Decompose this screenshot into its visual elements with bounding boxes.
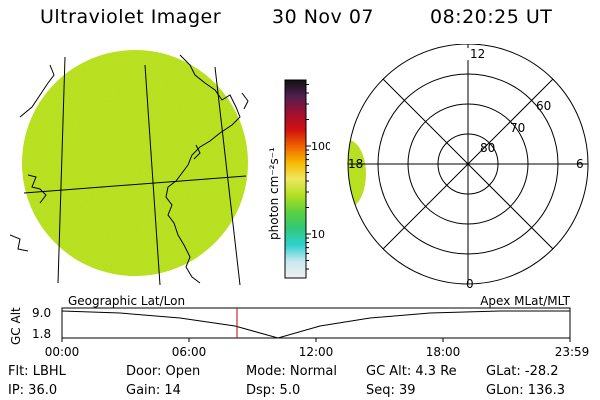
lat-lon-grid <box>23 56 247 286</box>
mlat-label-70: 70 <box>510 121 525 135</box>
colorbar-panel: 100 10 photon cm⁻²s⁻¹ <box>267 79 330 279</box>
timeline-x-tick-2359: 23:59 <box>555 345 590 359</box>
door-info: Door: Open <box>126 364 201 379</box>
timeline-y-tick-min: 1.8 <box>32 327 51 341</box>
seq-info: Seq: 39 <box>366 383 416 398</box>
timeline-frame <box>61 307 571 339</box>
observation-date: 30 Nov 07 <box>272 6 375 28</box>
altitude-curve <box>61 310 570 339</box>
dsp-info: Dsp: 5.0 <box>246 383 301 398</box>
glon-info: GLon: 136.3 <box>486 383 566 398</box>
glat-info: GLat: -28.2 <box>486 364 559 379</box>
coastlines <box>10 54 249 284</box>
mlat-label-60: 60 <box>536 99 551 113</box>
colorbar <box>284 79 307 279</box>
ip-info: IP: 36.0 <box>8 383 58 398</box>
timeline-y-tick-max: 9.0 <box>32 306 51 320</box>
mlat-label-80: 80 <box>480 141 495 155</box>
gc-alt-info: GC Alt: 4.3 Re <box>366 364 457 379</box>
mlt-label-6: 6 <box>576 157 584 171</box>
polar-emission-patch <box>348 140 366 208</box>
mlt-label-0: 0 <box>466 277 474 291</box>
mlt-label-18: 18 <box>348 157 363 171</box>
timeline-x-tick-1200: 12:00 <box>299 345 334 359</box>
timeline-x-tick-0600: 06:00 <box>172 345 207 359</box>
colorbar-tick-100: 100 <box>311 140 330 153</box>
orbit-timeline-panel: GC Alt 9.0 1.8 Geographic Lat/Lon Apex M… <box>9 294 590 359</box>
timeline-x-tick-0000: 00:00 <box>45 345 80 359</box>
timeline-left-title: Geographic Lat/Lon <box>68 294 185 308</box>
polar-plot-panel: 12 18 6 0 80 70 60 <box>347 44 589 291</box>
globe-image-panel <box>10 50 249 286</box>
colorbar-unit-label: photon cm⁻²s⁻¹ <box>267 147 281 240</box>
mlt-label-12: 12 <box>470 47 485 61</box>
filter-info: Flt: LBHL <box>8 364 66 379</box>
observation-time: 08:20:25 UT <box>430 6 553 28</box>
timeline-y-axis-label: GC Alt <box>9 307 23 345</box>
timeline-right-title: Apex MLat/MLT <box>480 294 570 308</box>
mode-info: Mode: Normal <box>246 364 337 379</box>
timeline-x-tick-1800: 18:00 <box>426 345 461 359</box>
colorbar-tick-10: 10 <box>311 228 325 241</box>
gain-info: Gain: 14 <box>126 383 181 398</box>
polar-grid <box>347 44 589 285</box>
instrument-title: Ultraviolet Imager <box>40 6 222 28</box>
